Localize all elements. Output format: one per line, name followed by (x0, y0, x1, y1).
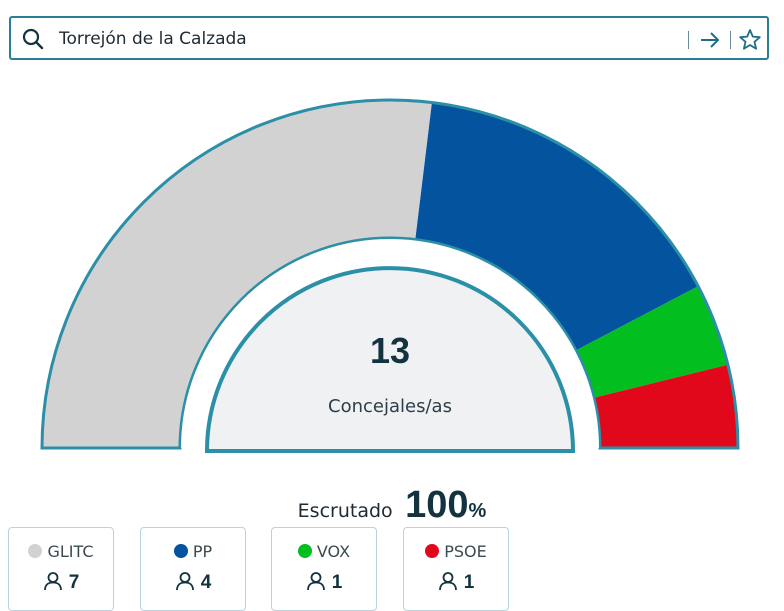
divider (730, 31, 731, 49)
party-color-dot (28, 544, 43, 558)
scrutiny-label: Escrutado (297, 500, 393, 522)
party-name: PP (192, 542, 213, 561)
party-color-dot (173, 544, 188, 558)
party-color-dot (425, 544, 440, 558)
party-seats: 1 (463, 572, 475, 593)
inner-ring (181, 239, 599, 449)
person-icon (175, 572, 194, 591)
arrow-right-icon[interactable] (697, 27, 723, 53)
scrutiny-status: Escrutado 100% (0, 484, 784, 527)
divider (688, 31, 689, 49)
total-seats: 13 (369, 330, 411, 371)
hemicycle-segment-pp[interactable] (415, 102, 699, 351)
search-bar (9, 16, 769, 60)
hemicycle-segment-glitc[interactable] (42, 100, 432, 448)
party-name: VOX (316, 542, 351, 561)
scrutiny-value: 100 (405, 484, 469, 526)
party-name: PSOE (444, 542, 487, 561)
seats-label: Concejales/as (328, 396, 452, 417)
person-icon (306, 572, 325, 591)
party-name: GLITC (47, 542, 94, 561)
party-card-psoe[interactable]: PSOE 1 (403, 527, 509, 611)
outer-ring (40, 98, 740, 450)
party-card-glitc[interactable]: GLITC 7 (8, 527, 114, 611)
star-icon[interactable] (737, 27, 763, 53)
party-seats: 1 (331, 572, 343, 593)
search-icon[interactable] (21, 27, 45, 51)
party-card-vox[interactable]: VOX 1 (271, 527, 377, 611)
hemicycle-segment-vox[interactable] (575, 286, 728, 398)
party-card-pp[interactable]: PP 4 (140, 527, 246, 611)
center-panel (204, 266, 576, 453)
party-color-dot (297, 544, 312, 558)
hemicycle-segment-psoe[interactable] (593, 364, 738, 448)
person-icon (438, 572, 457, 591)
party-seats: 4 (200, 572, 212, 593)
person-icon (43, 572, 62, 591)
scrutiny-unit: % (468, 500, 487, 522)
hemicycle-chart (40, 98, 740, 453)
party-seats: 7 (68, 572, 80, 593)
search-input[interactable] (59, 24, 659, 54)
